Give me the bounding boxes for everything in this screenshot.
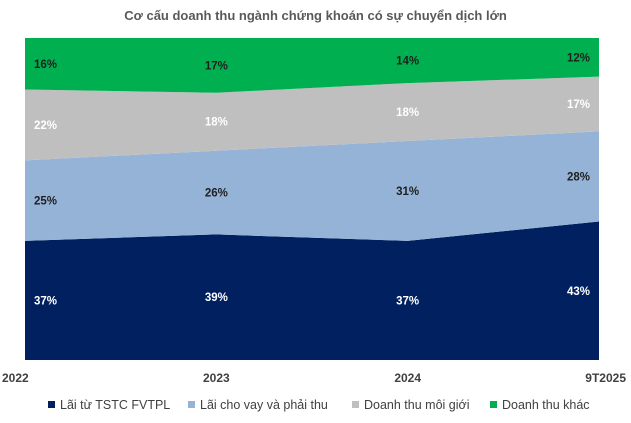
x-axis-ticks: 2022 2023 2024 9T2025 xyxy=(2,371,626,385)
data-label: 43% xyxy=(567,286,590,298)
data-label: 39% xyxy=(205,292,228,304)
data-label: 22% xyxy=(34,120,57,132)
x-tick-label: 2022 xyxy=(2,371,29,385)
legend-label: Lãi cho vay và phải thu xyxy=(200,398,328,412)
data-label: 17% xyxy=(205,60,228,72)
data-labels: 37% 39% 37% 43% 25% 26% 31% 28% 22% 18% 18% 17% 16% 1… xyxy=(34,52,590,307)
legend-label: Lãi từ TSTC FVTPL xyxy=(60,398,170,412)
legend: Lãi từ TSTC FVTPL Lãi cho vay và phải thu… xyxy=(48,398,590,412)
area-doanh-thu-khac xyxy=(25,38,599,93)
data-label: 37% xyxy=(396,295,419,307)
x-tick-label: 2023 xyxy=(203,371,230,385)
legend-swatch xyxy=(352,401,359,408)
data-label: 31% xyxy=(396,186,419,198)
data-label: 26% xyxy=(205,188,228,200)
data-label: 12% xyxy=(567,52,590,64)
legend-label: Doanh thu khác xyxy=(502,398,590,412)
area-lai-cho-vay-va-phai-thu xyxy=(25,131,599,241)
legend-item-doanh-thu-moi-gioi: Doanh thu môi giới xyxy=(352,398,469,412)
data-label: 37% xyxy=(34,295,57,307)
x-tick-label: 9T2025 xyxy=(585,371,626,385)
data-label: 14% xyxy=(396,56,419,68)
legend-swatch xyxy=(48,401,55,408)
area-doanh-thu-moi-gioi xyxy=(25,76,599,161)
legend-item-lai-cho-vay-va-phai-thu: Lãi cho vay và phải thu xyxy=(188,398,328,412)
data-label: 17% xyxy=(567,99,590,111)
chart-title: Cơ cấu doanh thu ngành chứng khoán có sự… xyxy=(124,8,507,23)
x-tick-label: 2024 xyxy=(394,371,421,385)
legend-label: Doanh thu môi giới xyxy=(364,398,469,412)
data-label: 28% xyxy=(567,171,590,183)
data-label: 25% xyxy=(34,196,57,208)
area-lai-tu-tstc-fvtpl xyxy=(25,221,599,360)
legend-item-doanh-thu-khac: Doanh thu khác xyxy=(490,398,590,412)
data-label: 16% xyxy=(34,59,57,71)
legend-swatch xyxy=(490,401,497,408)
legend-item-lai-tu-tstc-fvtpl: Lãi từ TSTC FVTPL xyxy=(48,398,170,412)
legend-swatch xyxy=(188,401,195,408)
data-label: 18% xyxy=(396,107,419,119)
data-label: 18% xyxy=(205,117,228,129)
area-layers xyxy=(25,38,599,360)
